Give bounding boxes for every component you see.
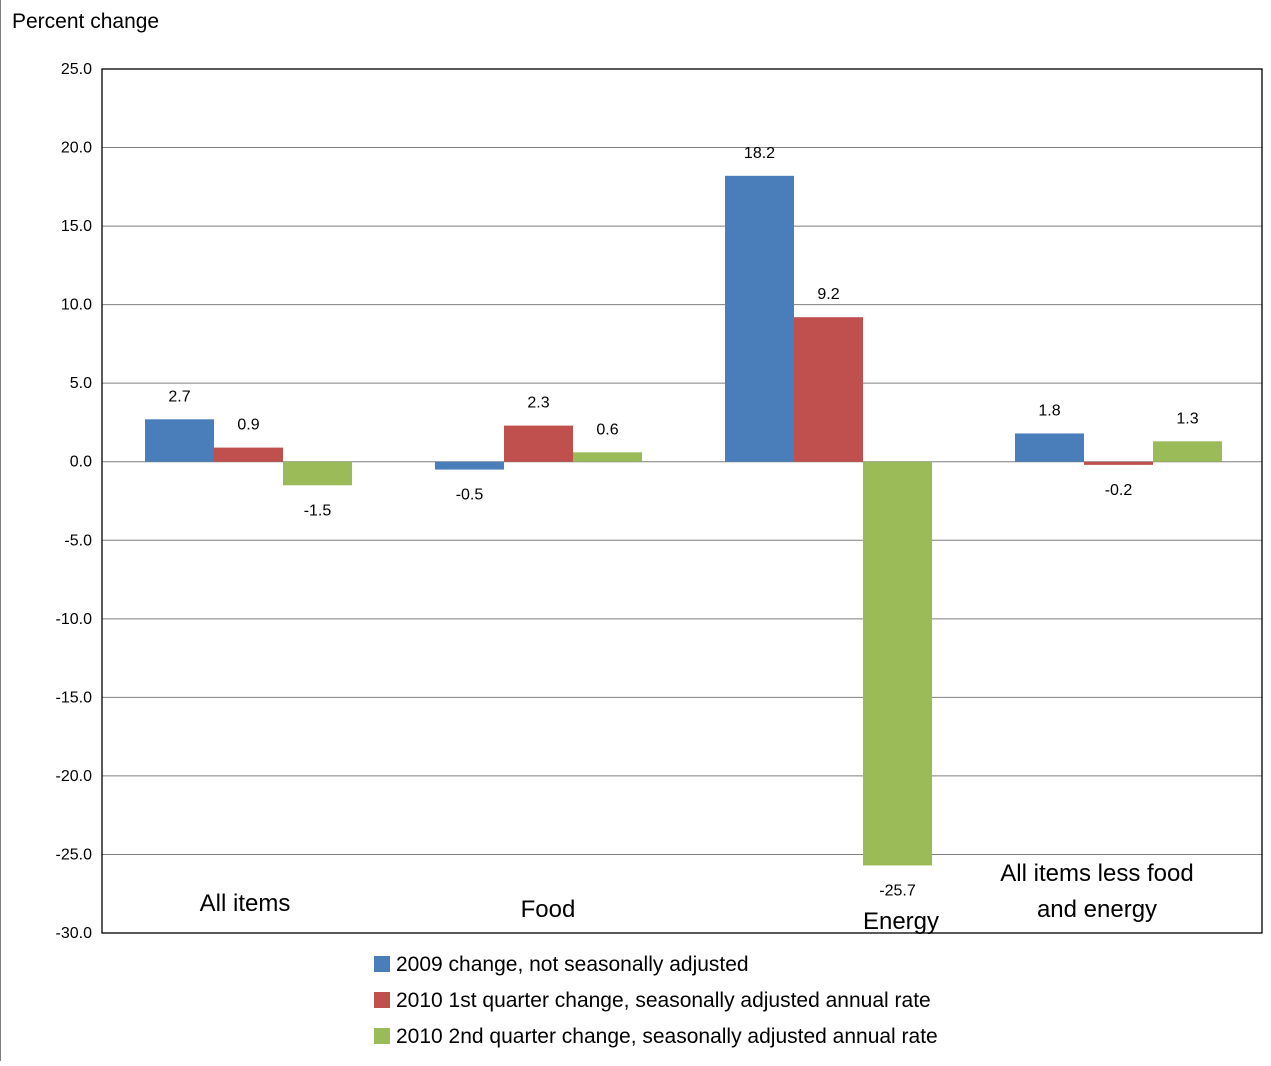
bar	[1153, 441, 1222, 462]
y-tick-label: -10.0	[56, 611, 93, 628]
category-label: Food	[521, 896, 576, 923]
y-tick-label: 0.0	[70, 454, 92, 471]
data-labels: 2.7 0.9 -1.5 -0.5 2.3 0.6 18.2 9.2 -25.7 1.8 -0.2 1…	[168, 145, 1198, 900]
category-label: and energy	[1037, 896, 1157, 923]
bar	[283, 461, 352, 486]
category-label: Energy	[863, 908, 939, 935]
data-label: 0.9	[237, 417, 259, 434]
y-axis-label: Percent change	[12, 10, 159, 33]
bar	[504, 425, 573, 462]
bar	[145, 419, 214, 462]
y-tick-label: 5.0	[70, 375, 92, 392]
legend-swatch	[374, 1028, 390, 1044]
data-label: 18.2	[744, 145, 775, 162]
bar	[573, 452, 642, 462]
y-tick-label: -15.0	[56, 689, 93, 706]
y-tick-label: -25.0	[56, 846, 93, 863]
gridlines	[102, 147, 1262, 855]
bar	[214, 447, 283, 462]
data-label: 2.3	[527, 395, 549, 412]
category-labels: All items Food Energy All items less food an…	[200, 860, 1194, 935]
y-tick-label: 15.0	[61, 218, 92, 235]
y-tick-label: -20.0	[56, 768, 93, 785]
category-label: All items	[200, 890, 291, 917]
y-tick-label: -5.0	[64, 532, 92, 549]
data-label: 9.2	[817, 286, 839, 303]
data-label: -0.5	[456, 487, 484, 504]
legend-label: 2010 2nd quarter change, seasonally adju…	[396, 1025, 938, 1048]
data-label: 1.8	[1038, 402, 1060, 419]
data-label: -0.2	[1105, 482, 1133, 499]
legend-swatch	[374, 956, 390, 972]
y-tick-label: 25.0	[61, 61, 92, 78]
data-label: 1.3	[1176, 410, 1198, 427]
bars	[145, 175, 1222, 866]
bar	[1084, 461, 1153, 465]
data-label: 0.6	[596, 421, 618, 438]
y-tick-label: 20.0	[61, 140, 92, 157]
legend-swatch	[374, 992, 390, 1008]
bar	[863, 461, 932, 866]
y-tick-label: -30.0	[56, 925, 93, 942]
data-label: 2.7	[168, 388, 190, 405]
bar	[794, 317, 863, 462]
y-tick-label: 10.0	[61, 297, 92, 314]
bar	[1015, 433, 1084, 462]
legend-label: 2010 1st quarter change, seasonally adju…	[396, 989, 931, 1012]
legend-label: 2009 change, not seasonally adjusted	[396, 953, 749, 976]
y-axis-ticks: 25.0 20.0 15.0 10.0 5.0 0.0 -5.0 -10.0 -15.0 -20.…	[56, 61, 93, 942]
plot-area-border	[101, 68, 1263, 934]
data-label: -25.7	[879, 882, 916, 899]
data-label: -1.5	[304, 502, 332, 519]
legend: 2009 change, not seasonally adjusted 2010…	[374, 953, 938, 1048]
bar	[435, 461, 504, 470]
bar	[725, 175, 794, 462]
category-label: All items less food	[1000, 860, 1193, 887]
